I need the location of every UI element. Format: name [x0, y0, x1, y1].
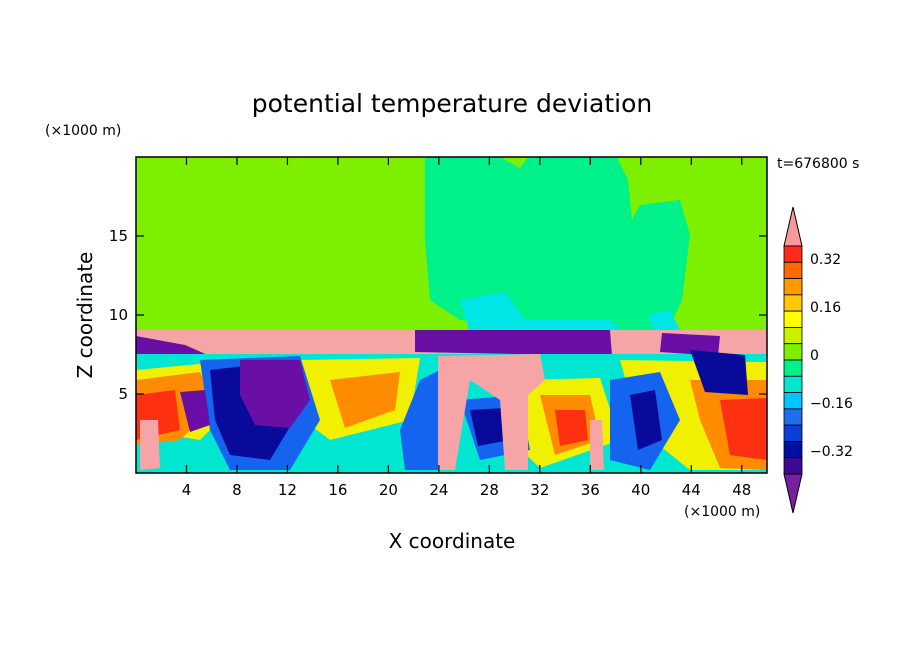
x-tick-label: 32	[530, 481, 549, 499]
x-tick-label: 24	[429, 481, 448, 499]
x-axis-label: X coordinate	[389, 529, 516, 553]
colorbar-swatch	[783, 261, 803, 279]
colorbar-label: −0.32	[810, 444, 853, 460]
colorbar-swatch	[783, 278, 803, 296]
colorbar-swatch	[783, 327, 803, 345]
x-tick-label: 48	[732, 481, 751, 499]
colorbar-swatch	[783, 441, 803, 459]
colorbar-swatch	[783, 310, 803, 328]
x-tick-label: 20	[379, 481, 398, 499]
purple-band	[415, 330, 612, 356]
x-tick-label: 12	[278, 481, 297, 499]
yellow-bands	[136, 358, 767, 470]
colorbar: 0.32 0.16 0 −0.16 −0.32	[783, 206, 853, 514]
y-axis-label: Z coordinate	[73, 252, 97, 379]
pink-left	[140, 420, 160, 470]
colorbar-swatch	[783, 392, 803, 410]
colorbar-min-arrow	[783, 473, 803, 514]
pink-plume	[438, 354, 545, 470]
x-tick-label: 40	[631, 481, 650, 499]
cyan-patch	[460, 292, 625, 336]
colorbar-swatch	[783, 408, 803, 426]
colorbar-label: −0.16	[810, 396, 853, 412]
colorbar-label: 0.16	[810, 300, 841, 316]
heatmap-field	[136, 157, 767, 473]
y-tick-label: 15	[109, 227, 128, 245]
purple-blobs	[180, 360, 310, 432]
cyan-patch-2	[648, 310, 680, 333]
colorbar-swatch	[783, 359, 803, 377]
x-tick-label: 4	[182, 481, 192, 499]
colorbar-swatch	[783, 375, 803, 393]
pink-right	[590, 420, 604, 470]
y-ticks: 5 10 15	[109, 227, 767, 403]
y-unit-label: (×1000 m)	[45, 123, 121, 139]
colorbar-swatch	[783, 245, 803, 263]
time-label: t=676800 s	[777, 156, 859, 172]
colorbar-label: 0	[810, 348, 819, 364]
x-tick-label: 8	[232, 481, 242, 499]
x-tick-label: 28	[480, 481, 499, 499]
chart-title: potential temperature deviation	[252, 89, 652, 118]
dark-blue-bands	[210, 350, 748, 460]
x-tick-label: 44	[682, 481, 701, 499]
x-tick-label: 16	[328, 481, 347, 499]
y-tick-label: 5	[118, 385, 128, 403]
colorbar-label: 0.32	[810, 252, 841, 268]
y-tick-label: 10	[109, 306, 128, 324]
x-ticks: 4 8 12 16 20 24 28 32 36 40 44 48	[182, 157, 751, 499]
colorbar-max-arrow	[783, 206, 803, 247]
colorbar-swatch	[783, 424, 803, 442]
colorbar-swatch	[783, 294, 803, 312]
plume-region	[425, 157, 690, 332]
colorbar-swatch	[783, 457, 803, 475]
colorbar-swatch	[783, 343, 803, 361]
x-unit-label: (×1000 m)	[684, 504, 760, 520]
purple-right	[660, 333, 720, 356]
x-tick-label: 36	[581, 481, 600, 499]
